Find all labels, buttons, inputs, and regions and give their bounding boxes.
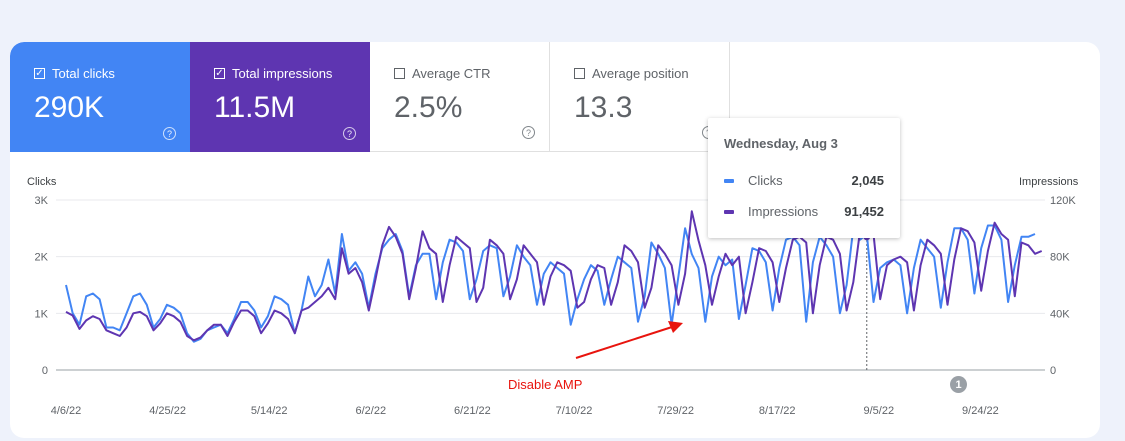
x-tick-label: 7/10/22 (556, 405, 593, 417)
x-tick-label: 4/6/22 (51, 405, 82, 417)
metric-value: 290K (34, 91, 105, 124)
help-icon[interactable]: ? (163, 127, 176, 140)
tooltip-value: 2,045 (851, 173, 884, 188)
y-right-tick-label: 120K (1050, 195, 1076, 207)
tooltip-row-impressions: Impressions 91,452 (724, 204, 884, 219)
checkbox-checked-icon[interactable]: ✓ (214, 67, 225, 79)
checkbox-checked-icon[interactable]: ✓ (34, 67, 45, 79)
x-tick-label: 7/29/22 (657, 405, 694, 417)
x-tick-label: 9/24/22 (962, 405, 999, 417)
metric-label: Total clicks (52, 66, 115, 81)
performance-card: ✓ Total clicks 290K ? ✓ Total impression… (10, 42, 1100, 438)
series-line-impressions (65, 210, 1043, 342)
metric-tile-total-clicks[interactable]: ✓ Total clicks 290K ? (10, 42, 190, 152)
help-icon[interactable]: ? (343, 127, 356, 140)
metric-label: Average position (592, 66, 689, 81)
metric-tiles: ✓ Total clicks 290K ? ✓ Total impression… (10, 42, 730, 152)
metric-label: Total impressions (232, 66, 333, 81)
x-tick-label: 9/5/22 (864, 405, 895, 417)
annotation-badge[interactable]: 1 (950, 376, 967, 393)
x-tick-label: 4/25/22 (149, 405, 186, 417)
y-right-tick-label: 0 (1050, 365, 1056, 377)
metric-value: 11.5M (214, 91, 296, 124)
metric-label: Average CTR (412, 66, 491, 81)
tooltip-date: Wednesday, Aug 3 (724, 136, 838, 151)
checkbox-unchecked-icon[interactable] (574, 68, 585, 79)
y-left-tick-label: 0 (42, 365, 48, 377)
y-left-tick-label: 2K (35, 252, 49, 264)
x-tick-label: 5/14/22 (251, 405, 288, 417)
metric-value: 13.3 (574, 91, 633, 124)
annotation-label: Disable AMP (508, 377, 582, 392)
help-icon[interactable]: ? (522, 126, 535, 139)
y-right-tick-label: 80K (1050, 252, 1070, 264)
impressions-swatch (724, 209, 734, 214)
tooltip-label: Impressions (748, 204, 819, 219)
checkbox-unchecked-icon[interactable] (394, 68, 405, 79)
tooltip-label: Clicks (748, 173, 783, 188)
y-right-tick-label: 40K (1050, 308, 1070, 320)
x-tick-label: 6/2/22 (356, 405, 387, 417)
y-left-axis-title: Clicks (27, 176, 57, 188)
tooltip-row-clicks: Clicks 2,045 (724, 173, 884, 188)
y-left-tick-label: 1K (35, 308, 49, 320)
x-tick-label: 8/17/22 (759, 405, 796, 417)
annotation-arrow-line (575, 326, 673, 359)
chart-tooltip: Wednesday, Aug 3 Clicks 2,045 Impression… (708, 118, 900, 238)
y-right-axis-title: Impressions (1019, 176, 1079, 188)
metric-tile-average-position[interactable]: Average position 13.3 ? (550, 42, 730, 152)
tooltip-value: 91,452 (844, 204, 884, 219)
metric-tile-total-impressions[interactable]: ✓ Total impressions 11.5M ? (190, 42, 370, 152)
metric-tile-average-ctr[interactable]: Average CTR 2.5% ? (370, 42, 550, 152)
annotation-arrowhead (668, 321, 683, 333)
clicks-swatch (724, 178, 734, 183)
y-left-tick-label: 3K (35, 195, 49, 207)
metric-value: 2.5% (394, 91, 463, 124)
series-line-clicks (65, 224, 1036, 343)
x-tick-label: 6/21/22 (454, 405, 491, 417)
